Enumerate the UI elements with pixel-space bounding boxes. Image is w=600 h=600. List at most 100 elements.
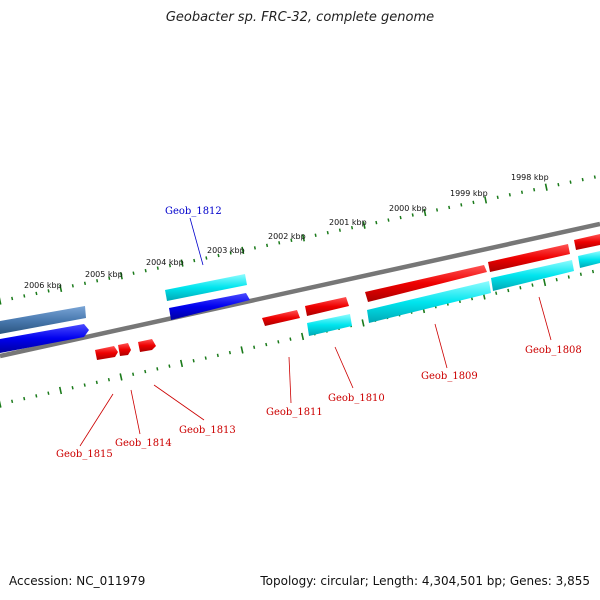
tick-mark xyxy=(519,286,522,290)
tick-mark xyxy=(375,220,378,225)
tick-mark xyxy=(240,346,244,354)
tick-mark xyxy=(47,289,50,293)
gene-feature[interactable] xyxy=(307,314,352,336)
tick-mark xyxy=(156,367,159,371)
tick-mark xyxy=(180,259,184,267)
tick-mark xyxy=(241,246,245,255)
gene-feature[interactable] xyxy=(165,274,247,301)
tick-mark xyxy=(326,230,329,235)
tick-mark xyxy=(35,394,38,398)
tick-mark xyxy=(11,399,14,404)
tick-mark xyxy=(278,241,281,245)
tick-mark xyxy=(507,288,510,293)
tick-mark xyxy=(435,208,439,212)
tick-mark xyxy=(387,218,390,222)
tick-mark xyxy=(132,271,135,275)
tick-mark xyxy=(361,319,365,327)
gene-label-geob-1810[interactable]: Geob_1810 xyxy=(328,393,385,404)
tick-mark xyxy=(83,281,87,286)
gene-feature[interactable] xyxy=(578,251,600,268)
tick-mark xyxy=(96,279,99,283)
gene-label-geob-1815[interactable]: Geob_1815 xyxy=(56,449,113,460)
gene-feature[interactable] xyxy=(95,346,118,360)
kbp-label: 2006 kbp xyxy=(24,281,62,290)
tick-mark xyxy=(448,205,451,210)
tick-mark xyxy=(58,386,63,395)
tick-mark xyxy=(350,225,354,230)
tick-mark xyxy=(71,386,74,390)
tick-mark xyxy=(265,342,268,347)
tick-mark xyxy=(23,294,26,298)
gene-label-geob-1809[interactable]: Geob_1809 xyxy=(421,371,478,382)
gene-label-geob-1814[interactable]: Geob_1814 xyxy=(115,438,172,449)
gene-feature[interactable] xyxy=(0,324,89,353)
kbp-label: 2002 kbp xyxy=(268,232,306,241)
tick-mark xyxy=(71,284,74,288)
gene-feature[interactable] xyxy=(574,234,600,250)
tick-mark xyxy=(581,177,584,182)
tick-mark xyxy=(460,203,463,207)
tick-mark xyxy=(132,372,135,376)
tick-mark xyxy=(193,258,196,263)
tick-mark xyxy=(496,195,499,200)
tick-mark xyxy=(533,188,536,192)
gene-feature[interactable] xyxy=(118,343,131,356)
tick-mark xyxy=(0,297,2,305)
tick-mark xyxy=(300,332,305,341)
tick-mark xyxy=(119,373,123,381)
tick-mark xyxy=(229,251,232,255)
tick-mark xyxy=(472,200,475,205)
tick-mark xyxy=(531,283,534,287)
tick-mark xyxy=(23,396,26,401)
gene-feature[interactable] xyxy=(488,244,570,272)
tick-mark xyxy=(301,234,306,242)
tick-mark xyxy=(95,380,98,385)
tick-mark xyxy=(192,359,195,363)
tick-mark xyxy=(277,340,280,344)
tick-mark xyxy=(83,383,86,387)
tick-mark xyxy=(11,296,14,301)
map-title: Geobacter sp. FRC-32, complete genome xyxy=(165,10,435,25)
kbp-label: 2004 kbp xyxy=(146,258,184,267)
gene-feature[interactable] xyxy=(367,281,491,323)
gene-label-geob-1808[interactable]: Geob_1808 xyxy=(525,345,582,356)
gene-label-geob-1811[interactable]: Geob_1811 xyxy=(266,407,323,418)
tick-mark xyxy=(108,276,111,280)
tick-mark xyxy=(579,272,582,276)
leader-lines xyxy=(79,296,552,447)
genome-summary: Topology: circular; Length: 4,304,501 bp… xyxy=(260,574,590,588)
kbp-label: 2000 kbp xyxy=(389,204,427,213)
tick-mark xyxy=(35,291,38,296)
gene-feature[interactable] xyxy=(138,339,156,352)
tick-mark xyxy=(557,182,560,187)
tick-mark xyxy=(411,213,414,217)
tick-mark xyxy=(362,221,366,229)
tick-mark xyxy=(555,277,558,282)
tick-mark xyxy=(520,190,524,194)
gene-feature[interactable] xyxy=(0,306,86,334)
tick-mark xyxy=(338,228,341,232)
gene-feature[interactable] xyxy=(262,310,300,326)
tick-mark xyxy=(289,337,292,341)
tick-mark xyxy=(314,233,317,237)
gene-feature[interactable] xyxy=(305,297,349,316)
tick-mark xyxy=(144,369,147,374)
kbp-label: 2005 kbp xyxy=(85,270,123,279)
gene-feature[interactable] xyxy=(169,293,250,320)
gene-label-geob-1812[interactable]: Geob_1812 xyxy=(165,206,222,217)
kbp-label: 2001 kbp xyxy=(329,218,367,227)
gene-label-geob-1813[interactable]: Geob_1813 xyxy=(179,425,236,436)
tick-mark xyxy=(119,272,123,280)
tick-mark xyxy=(0,400,2,408)
tick-mark xyxy=(179,359,184,368)
tick-mark xyxy=(217,253,220,258)
tick-mark xyxy=(593,175,596,179)
tick-mark xyxy=(544,183,548,191)
gene-feature[interactable] xyxy=(491,260,574,291)
tick-mark xyxy=(484,196,488,204)
gene-features xyxy=(0,234,600,360)
gene-feature[interactable] xyxy=(365,265,487,302)
tick-mark xyxy=(168,263,172,268)
tick-mark xyxy=(228,350,232,355)
